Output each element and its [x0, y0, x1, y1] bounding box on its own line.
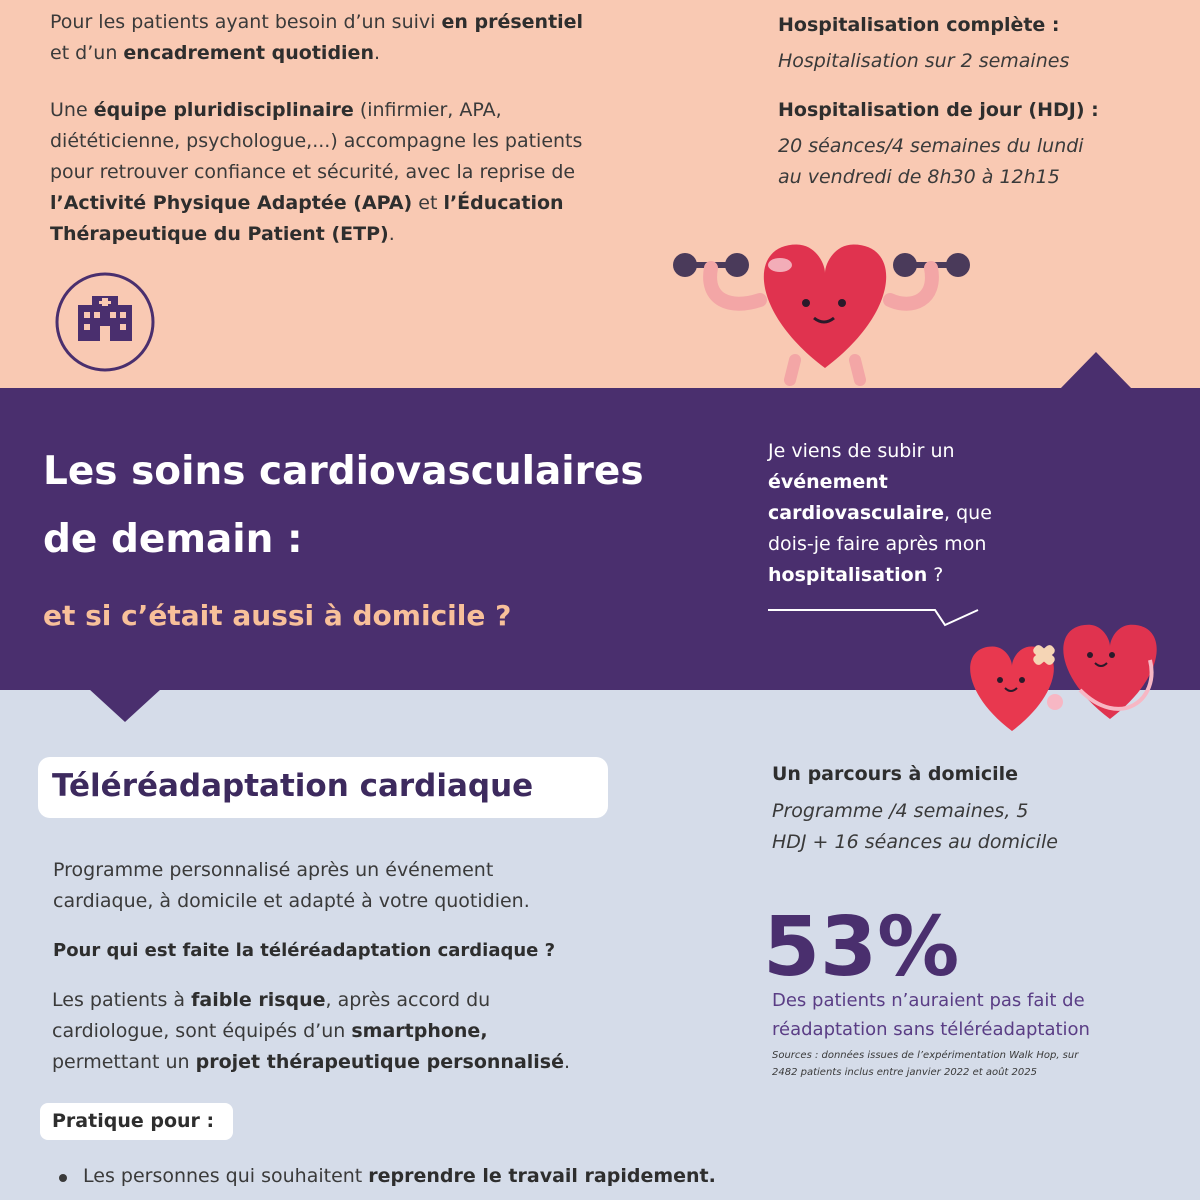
- text-run: cardiologue, sont équipés d’un: [52, 1020, 352, 1042]
- line: et d’un encadrement quotidien.: [50, 38, 583, 69]
- line: cardiaque, à domicile et adapté à votre …: [53, 890, 530, 912]
- text: 20 séances/4 semaines du lundi au vendred…: [778, 131, 1084, 193]
- text-run: .: [388, 223, 395, 245]
- heading: Hospitalisation complète :: [778, 14, 1060, 36]
- notch: [89, 689, 161, 722]
- text-run: , que: [944, 502, 992, 524]
- stat-text: Des patients n’auraient pas fait de réada…: [772, 986, 1090, 1044]
- line: Les soins cardiovasculaires: [43, 449, 644, 494]
- line: HDJ + 16 séances au domicile: [772, 831, 1058, 853]
- text-run: faible risque: [191, 989, 326, 1011]
- top-section: [0, 0, 1200, 390]
- banner-subtitle: et si c’était aussi à domicile ?: [43, 599, 512, 632]
- heading: Hospitalisation de jour (HDJ) :: [778, 99, 1099, 121]
- bullet-dot: [59, 1174, 67, 1182]
- section-title: Téléréadaptation cardiaque: [52, 768, 534, 804]
- text-run: Pour les patients ayant besoin d’un suiv…: [50, 11, 442, 33]
- text-run: .: [373, 42, 381, 64]
- bullet-list: Les personnes qui souhaitent reprendre l…: [83, 1161, 716, 1192]
- heading: Un parcours à domicile: [772, 763, 1019, 785]
- text-run: (infirmier, APA,: [353, 99, 502, 121]
- banner-title: Les soins cardiovasculaires de demain :: [43, 438, 644, 574]
- line: Programme /4 semaines, 5: [772, 800, 1029, 822]
- line: pour retrouver confiance et sécurité, av…: [50, 157, 582, 188]
- line: Les personnes qui souhaitent reprendre l…: [83, 1161, 716, 1192]
- hospital-icon: [55, 272, 155, 372]
- line: Thérapeutique du Patient (ETP).: [50, 219, 582, 250]
- text-run: cardiovasculaire: [768, 502, 945, 524]
- line: événement: [768, 467, 992, 498]
- stat: 53%: [763, 900, 960, 995]
- text: Programme /4 semaines, 5 HDJ + 16 séances…: [772, 796, 1058, 858]
- line: Une équipe pluridisciplinaire (infirmier…: [50, 95, 582, 126]
- line: diététicienne, psychologue,...) accompag…: [50, 126, 582, 157]
- paragraph: Pour les patients ayant besoin d’un suiv…: [50, 7, 583, 69]
- text-run: dois-je faire après mon: [768, 533, 987, 555]
- paragraph: Programme personnalisé après un événemen…: [53, 855, 530, 917]
- line: 2482 patients inclus entre janvier 2022 …: [772, 1067, 1037, 1078]
- title-box: [38, 757, 608, 818]
- text-run: , après accord du: [325, 989, 491, 1011]
- label-box: [40, 1103, 233, 1140]
- text-run: hospitalisation: [768, 564, 928, 586]
- line: réadaptation sans téléréadaptation: [772, 1019, 1090, 1040]
- text-run: l’Éducation: [443, 192, 564, 214]
- text-run: en présentiel: [441, 11, 584, 33]
- text-run: pour retrouver confiance et sécurité, av…: [50, 161, 576, 183]
- text-run: .: [563, 1051, 571, 1073]
- sources: Sources : données issues de l’expériment…: [772, 1047, 1078, 1081]
- line: 20 séances/4 semaines du lundi: [778, 135, 1084, 157]
- paragraph: Les patients à faible risque, après acco…: [52, 985, 570, 1078]
- line: de demain :: [43, 517, 303, 562]
- text-run: l’Activité Physique Adaptée (APA): [50, 192, 413, 214]
- text-run: Thérapeutique du Patient (ETP): [50, 223, 389, 245]
- text-run: Les personnes qui souhaitent: [83, 1165, 369, 1187]
- line: Pour les patients ayant besoin d’un suiv…: [50, 7, 583, 38]
- paragraph: Une équipe pluridisciplinaire (infirmier…: [50, 95, 582, 250]
- speech-line: [768, 609, 979, 627]
- line: cardiologue, sont équipés d’un smartphon…: [52, 1016, 570, 1047]
- line: Je viens de subir un: [768, 436, 992, 467]
- text-run: diététicienne, psychologue,...) accompag…: [50, 130, 583, 152]
- question: Je viens de subir un événement cardiovascu…: [768, 436, 992, 591]
- text-run: encadrement quotidien: [123, 42, 374, 64]
- hearts: [970, 624, 1157, 731]
- text-run: équipe pluridisciplinaire: [93, 99, 354, 121]
- line: l’Activité Physique Adaptée (APA) et l’É…: [50, 188, 582, 219]
- notch: [1060, 352, 1132, 389]
- text-run: Une: [50, 99, 94, 121]
- text-run: événement: [768, 471, 888, 493]
- line: Des patients n’auraient pas fait de: [772, 990, 1085, 1011]
- text-run: Je viens de subir un: [768, 440, 955, 462]
- label: Pratique pour :: [52, 1110, 215, 1132]
- heading: Pour qui est faite la téléréadaptation c…: [53, 940, 556, 961]
- text: Hospitalisation sur 2 semaines: [778, 50, 1070, 72]
- text-run: ?: [927, 564, 944, 586]
- line: cardiovasculaire, que: [768, 498, 992, 529]
- text-run: Les patients à: [52, 989, 192, 1011]
- banner: [0, 388, 1200, 690]
- text-run: et: [412, 192, 444, 214]
- line: dois-je faire après mon: [768, 529, 992, 560]
- line: Programme personnalisé après un événemen…: [53, 859, 494, 881]
- text-run: smartphone,: [351, 1020, 488, 1042]
- line: Sources : données issues de l’expériment…: [772, 1050, 1079, 1061]
- text-run: permettant un: [52, 1051, 196, 1073]
- heart-dumbbells: [673, 244, 970, 386]
- line: Les patients à faible risque, après acco…: [52, 985, 570, 1016]
- line: permettant un projet thérapeutique perso…: [52, 1047, 570, 1078]
- text-run: et d’un: [50, 42, 124, 64]
- line: hospitalisation ?: [768, 560, 992, 591]
- text-run: projet thérapeutique personnalisé: [195, 1051, 564, 1073]
- line: au vendredi de 8h30 à 12h15: [778, 166, 1060, 188]
- text-run: reprendre le travail rapidement.: [368, 1165, 716, 1187]
